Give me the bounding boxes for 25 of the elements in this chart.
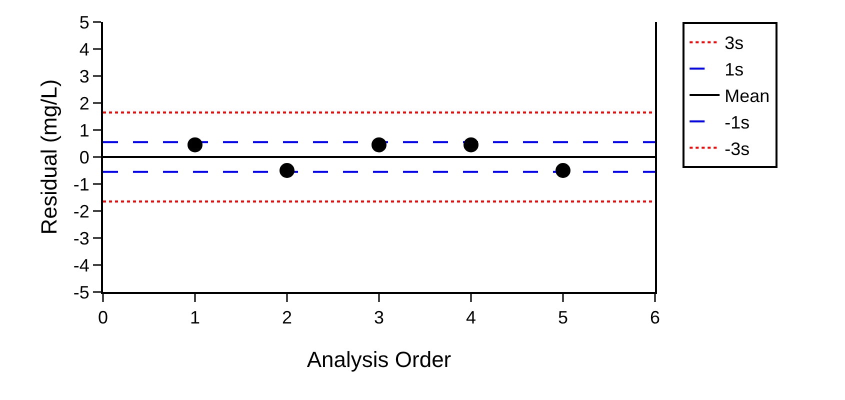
x-axis-title: Analysis Order	[306, 347, 452, 372]
y-tick-label: -3	[73, 228, 90, 248]
y-tick-label: 4	[79, 39, 90, 60]
y-tick-label: 2	[79, 93, 90, 114]
legend-label: 1s	[724, 60, 744, 80]
y-tick-label: -2	[73, 201, 90, 222]
y-tick-label: 3	[79, 66, 90, 86]
x-tick-label: 4	[466, 308, 476, 328]
x-tick-label: 0	[98, 308, 108, 328]
x-tick-label: 3	[374, 308, 384, 328]
y-tick-label: 0	[79, 147, 90, 168]
legend-label: 3s	[724, 33, 744, 54]
y-tick-label: 1	[79, 120, 90, 140]
x-tick-label: 2	[282, 308, 292, 328]
x-tick-label: 6	[650, 308, 660, 328]
x-tick-label: 5	[558, 308, 568, 328]
x-tick-label: 1	[190, 308, 200, 328]
y-tick-label: -5	[73, 282, 90, 302]
y-tick-label: -4	[73, 255, 90, 276]
legend-label: Mean	[724, 86, 770, 106]
y-tick-label: 5	[79, 12, 90, 32]
y-tick-label: -1	[73, 174, 90, 194]
legend-label: -3s	[724, 138, 750, 159]
legend-label: -1s	[724, 112, 750, 132]
y-axis-title: Residual (mg/L)	[36, 79, 62, 235]
